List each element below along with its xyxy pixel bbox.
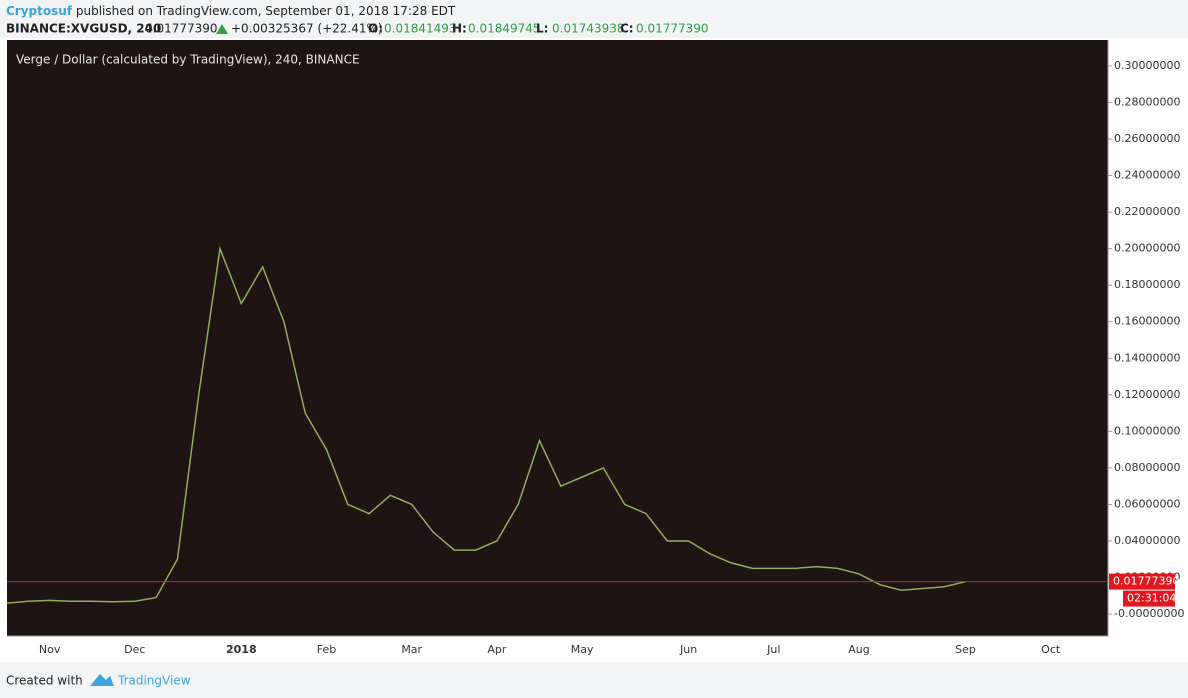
plot-area <box>7 40 1108 636</box>
ohlc-label: O: <box>368 22 383 36</box>
price-line <box>6 245 966 604</box>
y-tick-label: 0.16000000 <box>1114 315 1180 328</box>
ohlc-label: L: <box>536 22 548 36</box>
up-arrow <box>216 24 228 34</box>
x-tick-label: Dec <box>124 643 145 656</box>
change: +0.00325367 (+22.41%) <box>231 22 383 36</box>
x-tick-label: Oct <box>1041 643 1061 656</box>
x-tick-label: Jul <box>766 643 780 656</box>
chart-title: Verge / Dollar (calculated by TradingVie… <box>16 53 360 67</box>
published: published on TradingView.com, September … <box>76 4 456 18</box>
ohlc-value: 0.01777390 <box>636 22 709 36</box>
y-tick-label: 0.18000000 <box>1114 278 1180 291</box>
y-tick-label: 0.14000000 <box>1114 351 1180 364</box>
x-tick-label: Jun <box>679 643 697 656</box>
y-tick-label: 0.10000000 <box>1114 424 1180 437</box>
last-price-label: 0.01777390 <box>1113 575 1179 588</box>
footer-brand[interactable]: TradingView <box>117 674 191 688</box>
countdown: 02:31:04 <box>1127 592 1176 605</box>
x-tick-label: Aug <box>848 643 869 656</box>
symbol: BINANCE:XVGUSD, 240 <box>6 22 161 36</box>
y-tick-label: 0.06000000 <box>1114 497 1180 510</box>
ohlc-value: 0.01849745 <box>468 22 541 36</box>
y-tick-label: 0.08000000 <box>1114 461 1180 474</box>
header-line: Cryptosuf published on TradingView.com, … <box>6 4 456 18</box>
last-price-box <box>1109 573 1175 590</box>
ohlc-label: H: <box>452 22 467 36</box>
y-tick-label: 0.20000000 <box>1114 242 1180 255</box>
ohlc-value: 0.01841493 <box>384 22 457 36</box>
y-tick-label: 0.04000000 <box>1114 534 1180 547</box>
y-tick-label: 0.22000000 <box>1114 205 1180 218</box>
y-tick-label: 0.28000000 <box>1114 95 1180 108</box>
logo <box>90 674 114 686</box>
x-tick-label: 2018 <box>226 643 257 656</box>
x-tick-label: Sep <box>955 643 976 656</box>
y-tick-label: 0.30000000 <box>1114 59 1180 72</box>
x-tick-label: Feb <box>317 643 336 656</box>
author[interactable]: Cryptosuf <box>6 4 73 18</box>
x-tick-label: Nov <box>39 643 61 656</box>
price: 0.01777390 <box>145 22 218 36</box>
y-tick-label: 0.24000000 <box>1114 169 1180 182</box>
x-tick-label: Apr <box>487 643 507 656</box>
y-tick-label: -0.00000000 <box>1114 607 1184 620</box>
y-tick-label: 0.12000000 <box>1114 388 1180 401</box>
x-tick-label: Mar <box>401 643 422 656</box>
ohlc-label: C: <box>620 22 634 36</box>
footer-created: Created with <box>6 674 83 688</box>
ohlc-value: 0.01743938 <box>552 22 625 36</box>
x-tick-label: May <box>571 643 594 656</box>
countdown-box <box>1123 590 1175 607</box>
y-tick-label: 0.26000000 <box>1114 132 1180 145</box>
